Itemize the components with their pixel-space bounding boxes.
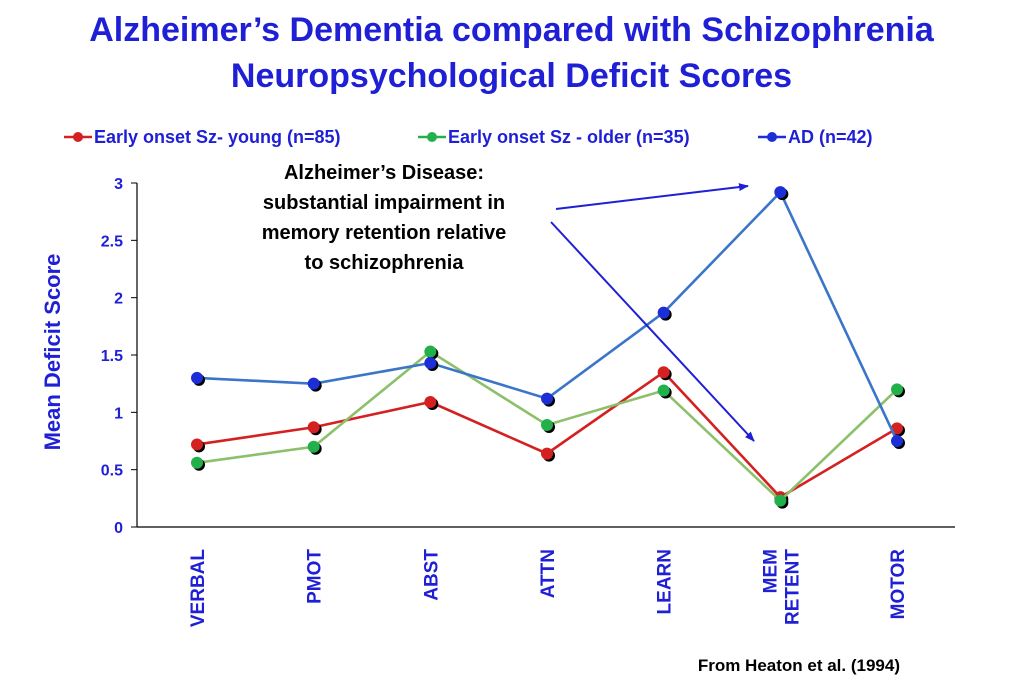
- x-tick-label: MEM: [760, 549, 781, 593]
- data-point: [541, 418, 553, 431]
- data-point: [307, 421, 320, 434]
- data-point: [891, 435, 903, 447]
- data-point: [307, 440, 320, 453]
- series-layer: [191, 186, 905, 509]
- annotation-text-line: memory retention relative: [262, 222, 507, 244]
- data-point: [307, 377, 320, 390]
- x-category-label: LEARN: [655, 549, 676, 614]
- x-category-label: MOTOR: [888, 549, 909, 620]
- x-tick-label: RETENT: [782, 549, 803, 625]
- data-point: [774, 186, 787, 199]
- x-tick-label: ATTN: [538, 549, 559, 598]
- legend-item-3: AD (n=42): [758, 127, 873, 147]
- data-point: [657, 366, 670, 379]
- y-tick-label: 3: [114, 176, 123, 193]
- y-tick-label: 0.5: [101, 463, 123, 480]
- annotation-text-line: Alzheimer’s Disease:: [284, 162, 484, 184]
- data-point: [541, 447, 553, 460]
- chart-title-line-2: Neuropsychological Deficit Scores: [230, 57, 793, 95]
- legend-label: Early onset Sz- young (n=85): [94, 127, 341, 147]
- x-category-label: PMOT: [305, 549, 326, 604]
- series-3: [191, 186, 905, 449]
- data-point: [191, 456, 203, 469]
- data-point: [891, 422, 903, 435]
- legend-item-2: Early onset Sz - older (n=35): [418, 127, 690, 147]
- annotation-arrow-down: [550, 221, 755, 442]
- legend-marker: [767, 132, 777, 142]
- legend-label: AD (n=42): [788, 127, 873, 147]
- chart-title-line-1: Alzheimer’s Dementia compared with Schiz…: [89, 11, 934, 49]
- x-category-label: VERBAL: [188, 549, 209, 628]
- data-point: [657, 306, 670, 319]
- x-tick-label: LEARN: [655, 549, 676, 614]
- legend-item-1: Early onset Sz- young (n=85): [64, 127, 341, 147]
- y-tick-label: 2: [114, 291, 123, 308]
- annotation: Alzheimer’s Disease: substantial impairme…: [262, 162, 755, 442]
- x-tick-label: ABST: [421, 549, 442, 601]
- data-point: [891, 383, 903, 396]
- y-tick-label: 2.5: [101, 233, 123, 250]
- data-point: [424, 357, 437, 370]
- source-note: From Heaton et al. (1994): [698, 656, 900, 675]
- x-tick-label: VERBAL: [188, 549, 209, 628]
- x-category-label: MEM RETENT: [760, 549, 803, 625]
- data-point: [774, 494, 787, 507]
- y-axis-label: Mean Deficit Score: [40, 254, 65, 451]
- series-2: [191, 345, 905, 509]
- series-line: [196, 370, 898, 499]
- legend-marker: [73, 132, 83, 142]
- annotation-arrow-up: [555, 183, 749, 210]
- y-tick-label: 0: [114, 520, 123, 537]
- x-category-label: ATTN: [538, 549, 559, 598]
- legend: Early onset Sz- young (n=85) Early onset …: [64, 127, 873, 147]
- y-tick-label: 1.5: [101, 348, 123, 365]
- data-point: [424, 345, 437, 358]
- x-tick-label: PMOT: [305, 549, 326, 604]
- annotation-text-line: to schizophrenia: [305, 252, 465, 274]
- x-category-label: ABST: [421, 549, 442, 601]
- axes: 0 0.5 1 1.5 2 2.5 3 Mean Deficit Score VERBAL PMO…: [40, 176, 955, 627]
- data-point: [424, 396, 437, 409]
- data-point: [191, 371, 203, 384]
- annotation-text-line: substantial impairment in: [263, 192, 505, 214]
- data-point: [541, 392, 553, 405]
- x-tick-label: MOTOR: [888, 549, 909, 620]
- data-point: [191, 438, 203, 451]
- legend-marker: [427, 132, 437, 142]
- y-tick-label: 1: [114, 405, 123, 422]
- legend-label: Early onset Sz - older (n=35): [448, 127, 690, 147]
- data-point: [657, 384, 670, 397]
